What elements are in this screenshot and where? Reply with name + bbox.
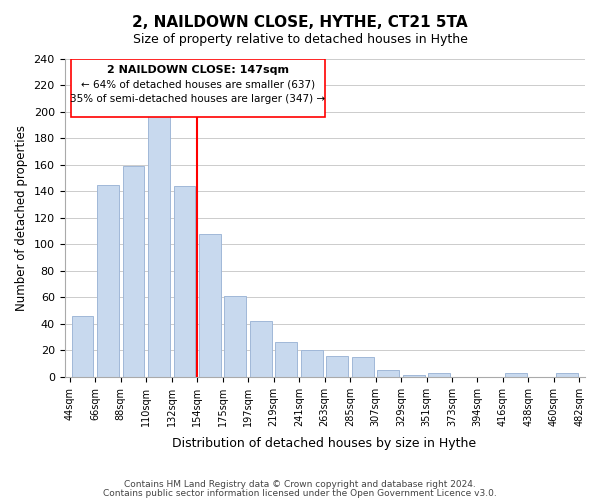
Bar: [71, 316, 93, 377]
Bar: [301, 350, 323, 377]
Text: Contains HM Land Registry data © Crown copyright and database right 2024.: Contains HM Land Registry data © Crown c…: [124, 480, 476, 489]
Bar: [122, 166, 144, 377]
Bar: [250, 321, 272, 377]
Bar: [403, 376, 425, 377]
Text: Size of property relative to detached houses in Hythe: Size of property relative to detached ho…: [133, 32, 467, 46]
Bar: [505, 373, 527, 377]
Bar: [428, 373, 450, 377]
Y-axis label: Number of detached properties: Number of detached properties: [15, 125, 28, 311]
Bar: [173, 186, 195, 377]
Text: Contains public sector information licensed under the Open Government Licence v3: Contains public sector information licen…: [103, 488, 497, 498]
Bar: [199, 234, 221, 377]
FancyBboxPatch shape: [71, 59, 325, 118]
Bar: [224, 296, 246, 377]
Bar: [556, 373, 578, 377]
Bar: [97, 185, 119, 377]
Bar: [148, 110, 170, 377]
Bar: [275, 342, 297, 377]
Bar: [352, 357, 374, 377]
Text: 2 NAILDOWN CLOSE: 147sqm: 2 NAILDOWN CLOSE: 147sqm: [107, 64, 289, 74]
Bar: [377, 370, 399, 377]
Text: 2, NAILDOWN CLOSE, HYTHE, CT21 5TA: 2, NAILDOWN CLOSE, HYTHE, CT21 5TA: [132, 15, 468, 30]
Text: 35% of semi-detached houses are larger (347) →: 35% of semi-detached houses are larger (…: [70, 94, 325, 104]
X-axis label: Distribution of detached houses by size in Hythe: Distribution of detached houses by size …: [172, 437, 476, 450]
Text: ← 64% of detached houses are smaller (637): ← 64% of detached houses are smaller (63…: [80, 79, 315, 89]
Bar: [326, 356, 348, 377]
